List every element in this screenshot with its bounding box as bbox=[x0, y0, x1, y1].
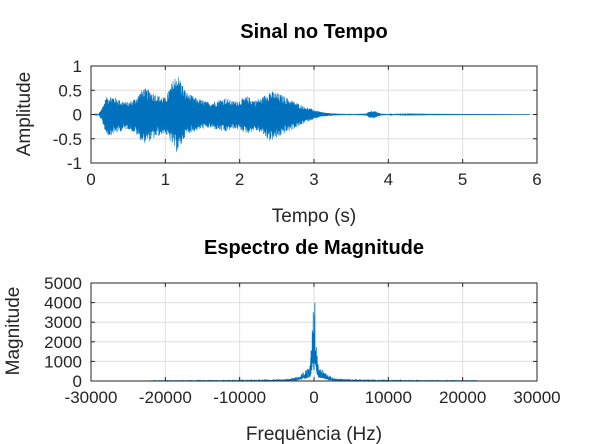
spectrum-x-axis-label: Frequência (Hz) bbox=[246, 424, 382, 444]
spectrum-x-tick-label: -10000 bbox=[213, 388, 266, 407]
time-y-tick-label: -1 bbox=[67, 154, 82, 173]
spectrum-x-tick-label: 20000 bbox=[439, 388, 486, 407]
time-x-tick-label: 2 bbox=[235, 170, 244, 189]
spectrum-y-tick-label: 1000 bbox=[44, 352, 82, 371]
time-y-tick-label: 0 bbox=[73, 106, 82, 125]
spectrum-plot: -30000 -20000 -10000 0 10000 20000 30000010002… bbox=[3, 237, 561, 444]
spectrum-y-tick-label: 0 bbox=[73, 372, 82, 391]
time-signal-series bbox=[90, 77, 530, 152]
time-x-tick-label: 1 bbox=[161, 170, 170, 189]
spectrum-y-tick-label: 5000 bbox=[44, 274, 82, 293]
spectrum-x-tick-label: 10000 bbox=[365, 388, 412, 407]
spectrum-x-tick-label: -30000 bbox=[65, 388, 118, 407]
spectrum-plot-title: Espectro de Magnitude bbox=[204, 237, 424, 259]
spectrum-y-tick-label: 3000 bbox=[44, 313, 82, 332]
time-ticks: 0 1 2 3 4 5 6 -1 -0.5 0 0.5 1 bbox=[53, 57, 542, 189]
time-x-tick-label: 4 bbox=[384, 170, 393, 189]
time-x-axis-label: Tempo (s) bbox=[272, 206, 356, 227]
time-y-axis-label: Amplitude bbox=[14, 72, 35, 157]
time-x-tick-label: 3 bbox=[309, 170, 318, 189]
spectrum-x-tick-label: 0 bbox=[309, 388, 318, 407]
time-x-tick-label: 6 bbox=[532, 170, 541, 189]
time-x-tick-label: 5 bbox=[458, 170, 467, 189]
time-signal-plot: 0 1 2 3 4 5 6 -1 -0.5 0 0.5 1 Sinal no Tempo Tempo … bbox=[14, 21, 542, 227]
spectrum-y-tick-label: 4000 bbox=[44, 294, 82, 313]
spectrum-x-tick-label: -20000 bbox=[139, 388, 192, 407]
time-x-tick-label: 0 bbox=[86, 170, 95, 189]
time-y-tick-label: 1 bbox=[73, 57, 82, 76]
time-plot-title: Sinal no Tempo bbox=[240, 21, 387, 43]
spectrum-ticks: -30000 -20000 -10000 0 10000 20000 30000010002… bbox=[44, 274, 560, 407]
spectrum-x-tick-label: 30000 bbox=[513, 388, 560, 407]
spectrum-y-axis-label: Magnitude bbox=[3, 287, 24, 376]
spectrum-y-tick-label: 2000 bbox=[44, 333, 82, 352]
time-y-tick-label: -0.5 bbox=[53, 130, 82, 149]
time-y-tick-label: 0.5 bbox=[58, 81, 82, 100]
